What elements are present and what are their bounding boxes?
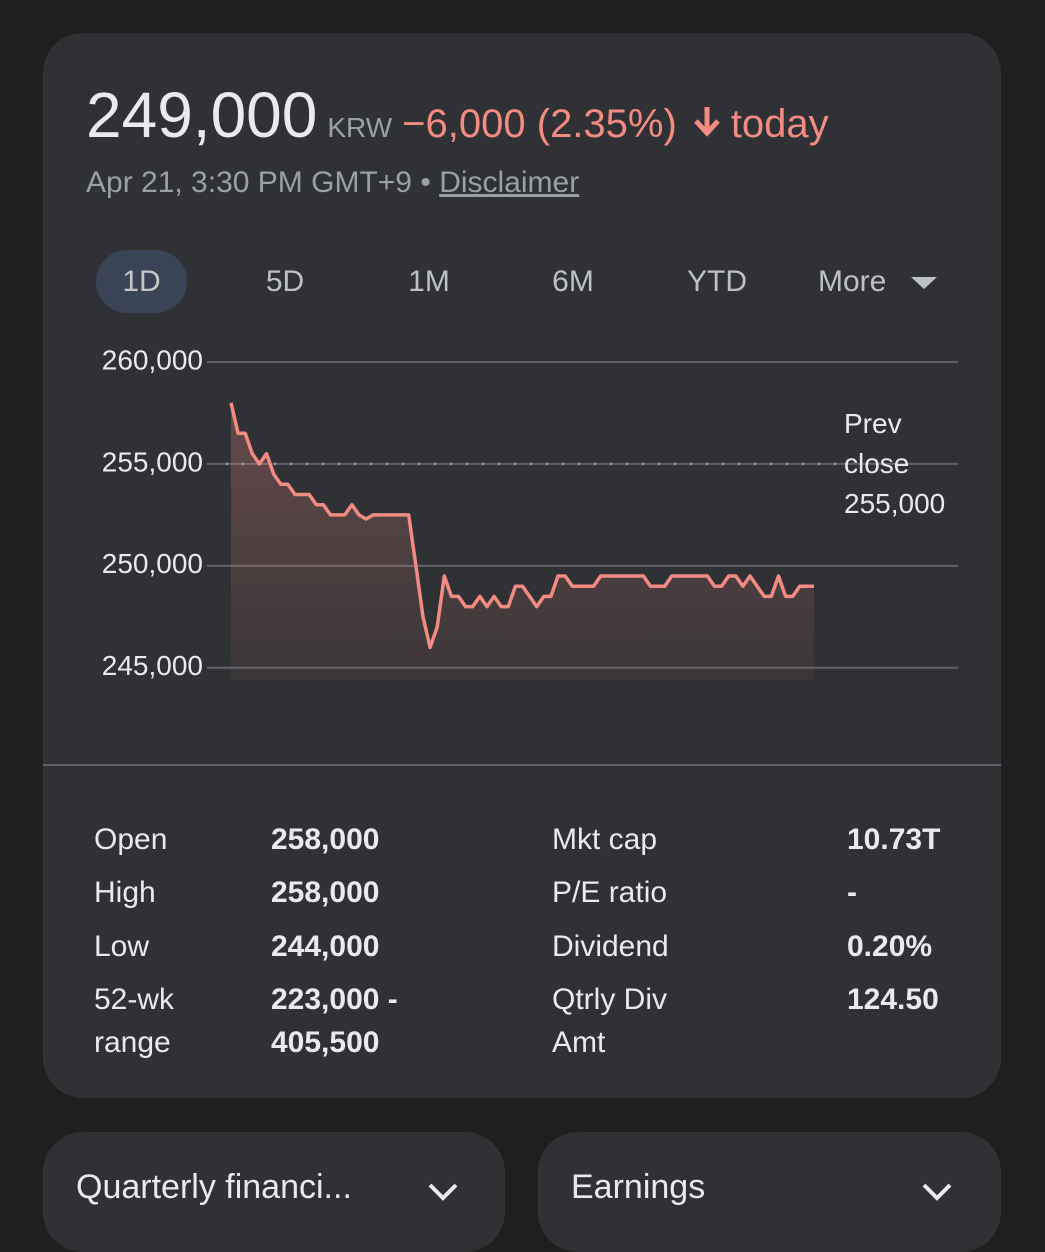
tab[interactable]: 1M xyxy=(408,265,450,298)
stat-value: 124.50 xyxy=(847,983,939,1016)
earnings-card[interactable]: Earnings xyxy=(538,1132,1001,1252)
y-tick-label: 260,000 xyxy=(102,344,203,375)
stat-label: Dividend xyxy=(552,930,669,963)
financials-card[interactable]: Quarterly financi... xyxy=(43,1132,505,1252)
stat-value: - xyxy=(847,876,857,909)
prev-close-value: 255,000 xyxy=(844,488,946,519)
timestamp-row: Apr 21, 3:30 PM GMT+9 • Disclaimer xyxy=(86,166,579,200)
stat-label: Qtrly Div Amt xyxy=(552,983,667,1059)
disclaimer-link[interactable]: Disclaimer xyxy=(439,166,580,199)
price-row: 249,000 KRW −6,000 (2.35%) today xyxy=(86,78,829,152)
dropdown-icon xyxy=(911,277,937,289)
divider xyxy=(43,764,1001,766)
tab[interactable]: 5D xyxy=(265,265,305,298)
y-tick-label: 255,000 xyxy=(102,446,203,477)
stat-label: Low xyxy=(94,930,150,963)
change: −6,000 (2.35%) xyxy=(402,102,677,146)
stat-value: 0.20% xyxy=(847,930,933,963)
chevron xyxy=(428,1183,458,1201)
y-tick-label: 245,000 xyxy=(102,650,203,681)
chart: 260,000 255,000 250,000 245,000 xyxy=(102,344,958,681)
price: 249,000 xyxy=(86,79,318,151)
down-arrow xyxy=(693,107,720,137)
stat-value: 244,000 xyxy=(271,930,380,963)
timestamp: Apr 21, 3:30 PM GMT+9 xyxy=(86,166,412,199)
stat-value: 258,000 xyxy=(271,823,380,856)
prev-close-label: Prev close xyxy=(844,408,910,479)
tab[interactable]: 1D xyxy=(96,250,187,313)
separator: • xyxy=(420,166,431,199)
stat-label: High xyxy=(94,876,156,909)
period: today xyxy=(730,102,829,146)
area xyxy=(231,402,814,680)
price-line xyxy=(229,402,814,650)
stat-label: Open xyxy=(94,823,168,856)
stat-value: 258,000 xyxy=(271,876,380,909)
chevron xyxy=(922,1183,952,1201)
tab[interactable]: More xyxy=(818,265,887,298)
tab[interactable]: 6M xyxy=(552,265,594,298)
page: 249,000 KRW −6,000 (2.35%) today Apr 21,… xyxy=(43,33,1001,1252)
stat-value: 10.73T xyxy=(847,823,941,856)
y-tick-label: 250,000 xyxy=(102,548,203,579)
tab[interactable]: YTD xyxy=(687,265,747,298)
stat-value: 223,000 - 405,500 xyxy=(271,983,398,1059)
stat-label: P/E ratio xyxy=(552,876,668,909)
card-title: Earnings xyxy=(571,1168,706,1206)
card-title: Quarterly financi... xyxy=(76,1168,352,1206)
stat-label: Mkt cap xyxy=(552,823,658,856)
currency: KRW xyxy=(327,112,393,143)
stat-label: 52-wk range xyxy=(94,983,175,1059)
